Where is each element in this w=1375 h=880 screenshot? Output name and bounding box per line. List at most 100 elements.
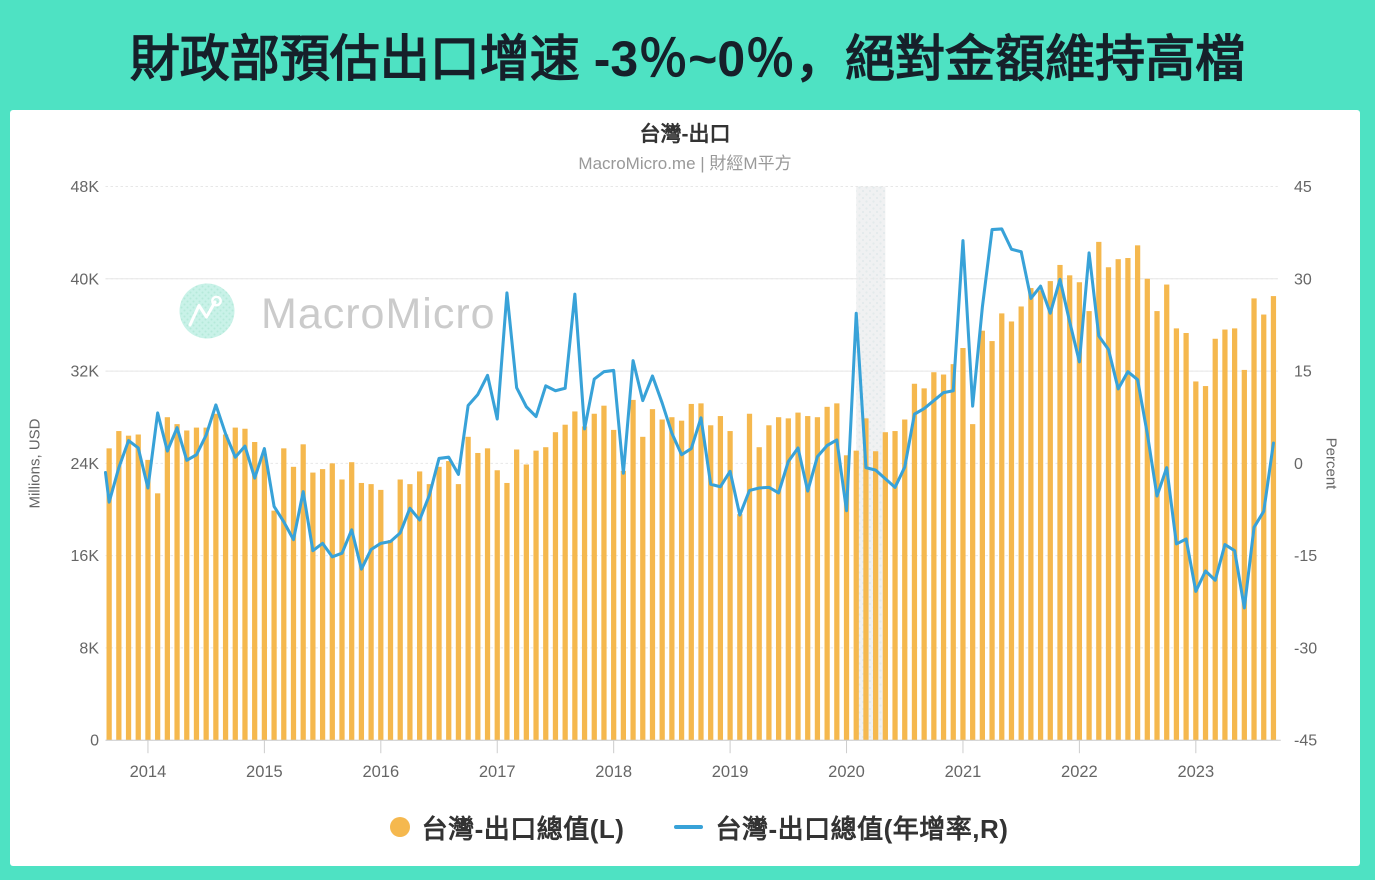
bar-month-112[interactable] [1193, 381, 1199, 741]
bar-month-3[interactable] [135, 434, 141, 741]
bar-month-1[interactable] [116, 431, 122, 741]
bar-month-17[interactable] [271, 510, 277, 741]
bar-month-45[interactable] [543, 447, 549, 741]
bar-month-18[interactable] [281, 448, 287, 741]
bar-month-89[interactable] [970, 424, 976, 741]
bar-month-39[interactable] [484, 448, 491, 741]
bar-month-87[interactable] [950, 364, 956, 741]
yoy-line[interactable] [103, 227, 1275, 610]
bar-month-120[interactable] [1270, 296, 1277, 741]
bar-month-86[interactable] [940, 374, 947, 741]
bar-month-48[interactable] [572, 411, 578, 741]
bar-month-88[interactable] [960, 347, 966, 741]
bar-month-52[interactable] [611, 429, 617, 741]
bar-month-49[interactable] [581, 426, 588, 741]
bar-month-21[interactable] [310, 472, 316, 741]
bar-month-22[interactable] [319, 469, 326, 741]
bar-month-50[interactable] [591, 413, 597, 741]
bar-month-73[interactable] [814, 417, 821, 741]
bar-month-14[interactable] [242, 428, 248, 741]
bar-month-72[interactable] [805, 416, 811, 741]
bar-month-92[interactable] [999, 313, 1005, 741]
bar-month-0[interactable] [106, 448, 112, 741]
bar-month-27[interactable] [368, 484, 374, 741]
bar-month-30[interactable] [397, 479, 403, 741]
bar-month-118[interactable] [1251, 298, 1257, 741]
bar-month-104[interactable] [1115, 259, 1121, 741]
bar-month-34[interactable] [436, 466, 442, 741]
bar-month-10[interactable] [203, 427, 209, 741]
bar-month-91[interactable] [989, 341, 995, 741]
bar-month-115[interactable] [1222, 329, 1228, 741]
bar-month-8[interactable] [184, 430, 190, 741]
bar-month-5[interactable] [155, 493, 161, 741]
bar-month-60[interactable] [688, 403, 694, 741]
bar-month-6[interactable] [164, 417, 170, 741]
bar-month-46[interactable] [552, 432, 559, 741]
bar-month-57[interactable] [659, 419, 665, 741]
bar-month-47[interactable] [562, 424, 568, 741]
bar-month-77[interactable] [853, 450, 859, 741]
bar-month-24[interactable] [339, 479, 345, 741]
bar-month-96[interactable] [1037, 290, 1044, 741]
bar-month-12[interactable] [222, 434, 229, 741]
bar-month-51[interactable] [601, 405, 607, 741]
bar-month-62[interactable] [708, 425, 714, 741]
bar-month-9[interactable] [193, 427, 200, 741]
bar-month-58[interactable] [669, 417, 675, 741]
bar-month-13[interactable] [232, 427, 238, 741]
bar-month-42[interactable] [514, 449, 520, 741]
bar-month-109[interactable] [1164, 284, 1170, 741]
chart-plot[interactable]: MacroMicro 48K 40K 32K 24K 16K 8K 0 45 30 15 0 -15 -3… [10, 110, 1360, 866]
bar-month-20[interactable] [300, 444, 306, 741]
bar-month-55[interactable] [640, 436, 646, 741]
bar-month-90[interactable] [979, 330, 985, 741]
bar-month-113[interactable] [1202, 386, 1209, 741]
bar-month-102[interactable] [1096, 241, 1102, 741]
bar-month-108[interactable] [1154, 311, 1160, 741]
bar-month-76[interactable] [843, 455, 850, 741]
bar-month-75[interactable] [834, 403, 840, 741]
legend-item-yoy[interactable]: 台灣-出口總值(年增率,R) [674, 809, 1008, 846]
bar-month-37[interactable] [465, 436, 471, 741]
bar-month-56[interactable] [649, 409, 656, 741]
bar-month-81[interactable] [892, 431, 898, 741]
bar-month-65[interactable] [737, 514, 743, 741]
bar-month-117[interactable] [1241, 369, 1247, 741]
bar-month-83[interactable] [911, 383, 918, 741]
bar-month-26[interactable] [358, 482, 365, 741]
bar-month-79[interactable] [873, 451, 879, 741]
bar-month-94[interactable] [1018, 306, 1024, 741]
bar-month-66[interactable] [746, 413, 753, 741]
bar-month-99[interactable] [1067, 275, 1073, 741]
bar-month-103[interactable] [1105, 267, 1112, 741]
bar-month-80[interactable] [882, 432, 888, 741]
bar-month-36[interactable] [455, 484, 462, 741]
bar-month-95[interactable] [1028, 288, 1034, 741]
bar-month-85[interactable] [931, 372, 937, 741]
export-bars[interactable] [106, 241, 1277, 741]
bar-month-35[interactable] [446, 461, 452, 741]
bar-month-84[interactable] [921, 388, 927, 741]
bar-month-64[interactable] [727, 431, 733, 741]
bar-month-93[interactable] [1008, 321, 1015, 741]
bar-month-107[interactable] [1144, 278, 1150, 741]
bar-month-43[interactable] [523, 464, 529, 741]
bar-month-71[interactable] [795, 412, 801, 741]
bar-month-41[interactable] [504, 482, 510, 741]
bar-month-61[interactable] [698, 403, 704, 741]
bar-month-111[interactable] [1183, 332, 1189, 741]
bar-month-11[interactable] [213, 413, 219, 741]
bar-month-7[interactable] [174, 424, 180, 741]
legend-item-exports[interactable]: 台灣-出口總值(L) [389, 809, 625, 846]
bar-month-23[interactable] [329, 463, 335, 741]
bar-month-68[interactable] [766, 425, 772, 741]
bar-month-59[interactable] [678, 420, 685, 741]
bar-month-29[interactable] [387, 540, 394, 741]
bar-month-53[interactable] [620, 470, 626, 741]
bar-month-28[interactable] [378, 489, 384, 741]
bar-month-2[interactable] [125, 435, 132, 741]
bar-month-40[interactable] [494, 470, 500, 741]
bar-month-44[interactable] [533, 450, 539, 741]
bar-month-97[interactable] [1047, 281, 1053, 741]
